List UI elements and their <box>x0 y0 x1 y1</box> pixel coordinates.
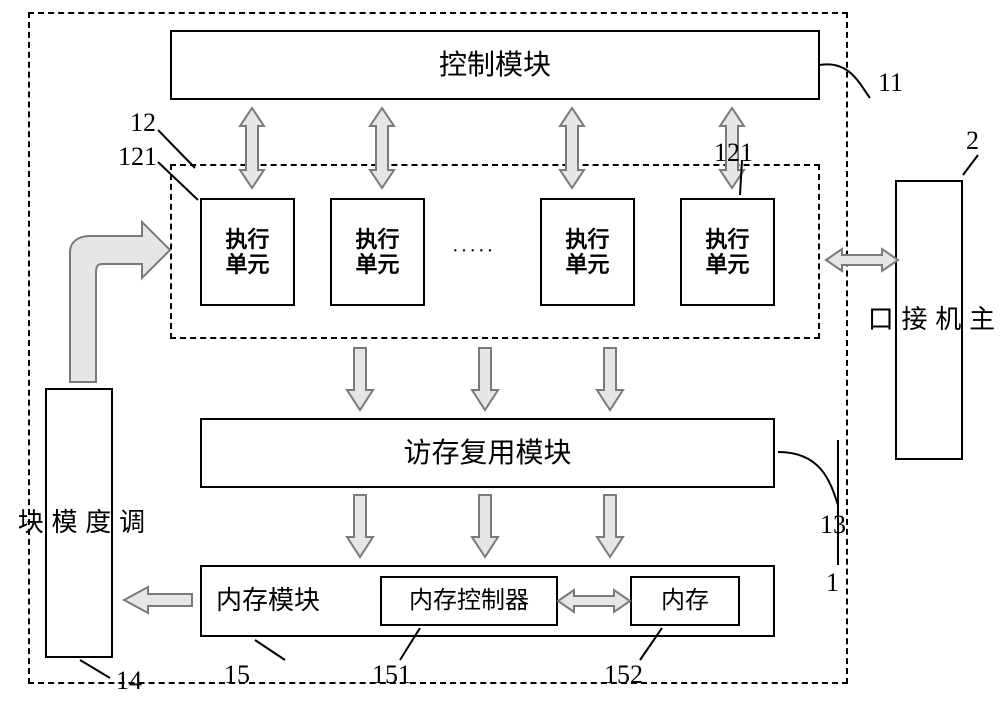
callout-label: 121 <box>714 138 753 168</box>
exec-unit-box: 执行 单元 <box>330 198 425 306</box>
callout-label: 15 <box>224 660 250 690</box>
scheduler-box: 调 度 模 块 <box>45 388 113 658</box>
callout-label: 121 <box>118 142 157 172</box>
exec-unit-box: 执行 单元 <box>200 198 295 306</box>
exec-unit-label: 执行 单元 <box>565 227 609 278</box>
memory-box: 内存 <box>630 576 740 626</box>
host-interface-label: 主 机 接 口 <box>861 305 996 335</box>
scheduler-label: 调 度 模 块 <box>11 508 146 538</box>
exec-unit-label: 执行 单元 <box>705 227 749 278</box>
memory-controller-box: 内存控制器 <box>380 576 558 626</box>
exec-unit-label: 执行 单元 <box>225 227 269 278</box>
ellipsis: ····· <box>452 240 495 263</box>
memory-label: 内存 <box>661 586 709 616</box>
control-module-box: 控制模块 <box>170 30 820 100</box>
callout-label: 151 <box>372 660 411 690</box>
diagram-canvas: 控制模块 执行 单元 执行 单元 执行 单元 执行 单元 ····· 访存复用模… <box>0 0 1000 701</box>
host-interface-box: 主 机 接 口 <box>895 180 963 460</box>
memory-module-label: 内存模块 <box>216 585 320 618</box>
exec-unit-box: 执行 单元 <box>540 198 635 306</box>
callout-label: 11 <box>878 68 903 98</box>
callout-label: 1 <box>826 568 839 598</box>
reuse-module-box: 访存复用模块 <box>200 418 775 488</box>
exec-unit-label: 执行 单元 <box>355 227 399 278</box>
memory-controller-label: 内存控制器 <box>409 586 529 616</box>
control-module-label: 控制模块 <box>439 48 551 83</box>
callout-label: 152 <box>604 660 643 690</box>
callout-label: 2 <box>966 126 979 156</box>
reuse-module-label: 访存复用模块 <box>403 436 571 471</box>
callout-label: 12 <box>130 108 156 138</box>
callout-label: 14 <box>116 666 142 696</box>
callout-label: 13 <box>820 510 846 540</box>
exec-unit-box: 执行 单元 <box>680 198 775 306</box>
